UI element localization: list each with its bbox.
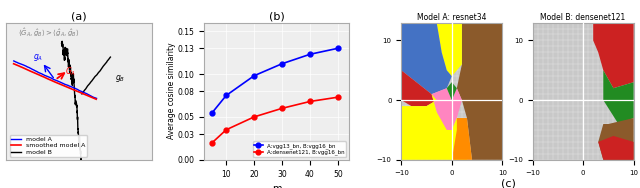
- Title: Model B: densenet121: Model B: densenet121: [540, 13, 626, 22]
- X-axis label: m: m: [272, 184, 281, 188]
- Polygon shape: [447, 82, 457, 100]
- A:densenet121, B:vgg16_bn: [278, 107, 286, 109]
- A:densenet121, B:vgg16_bn: [222, 129, 230, 131]
- Text: $g_B$: $g_B$: [115, 73, 125, 84]
- Title: Model A: resnet34: Model A: resnet34: [417, 13, 486, 22]
- Polygon shape: [401, 23, 452, 94]
- Text: $g_A$: $g_A$: [33, 52, 43, 63]
- A:vgg13_bn, B:vgg16_bn: [334, 47, 342, 49]
- Polygon shape: [401, 94, 467, 160]
- Polygon shape: [457, 23, 502, 160]
- A:densenet121, B:vgg16_bn: [209, 142, 216, 144]
- Polygon shape: [431, 88, 462, 130]
- Line: A:densenet121, B:vgg16_bn: A:densenet121, B:vgg16_bn: [210, 95, 340, 145]
- Polygon shape: [452, 118, 472, 160]
- Line: A:vgg13_bn, B:vgg16_bn: A:vgg13_bn, B:vgg16_bn: [210, 46, 340, 115]
- Title: (b): (b): [269, 12, 284, 22]
- Polygon shape: [598, 136, 634, 160]
- Polygon shape: [604, 70, 634, 124]
- A:densenet121, B:vgg16_bn: [250, 116, 258, 118]
- Text: $\langle \hat{G}_A, \hat{g}_B \rangle > \langle \hat{g}_A, \hat{g}_B \rangle$: $\langle \hat{G}_A, \hat{g}_B \rangle > …: [18, 27, 79, 39]
- A:densenet121, B:vgg16_bn: [306, 100, 314, 103]
- Text: (c): (c): [501, 178, 516, 188]
- A:vgg13_bn, B:vgg16_bn: [306, 53, 314, 55]
- Legend: model A, smoothed model A, model B: model A, smoothed model A, model B: [10, 135, 87, 157]
- A:vgg13_bn, B:vgg16_bn: [278, 63, 286, 65]
- Text: $G_A$: $G_A$: [65, 65, 76, 78]
- A:vgg13_bn, B:vgg16_bn: [209, 111, 216, 114]
- Legend: A:vgg13_bn, B:vgg16_bn, A:densenet121, B:vgg16_bn: A:vgg13_bn, B:vgg16_bn, A:densenet121, B…: [253, 142, 346, 157]
- Title: (a): (a): [71, 12, 87, 22]
- Polygon shape: [598, 118, 634, 160]
- Y-axis label: Average cosine similarity: Average cosine similarity: [167, 43, 176, 139]
- Polygon shape: [593, 23, 634, 88]
- Polygon shape: [436, 23, 462, 76]
- A:vgg13_bn, B:vgg16_bn: [222, 94, 230, 97]
- A:densenet121, B:vgg16_bn: [334, 96, 342, 98]
- A:vgg13_bn, B:vgg16_bn: [250, 75, 258, 77]
- Polygon shape: [401, 70, 436, 106]
